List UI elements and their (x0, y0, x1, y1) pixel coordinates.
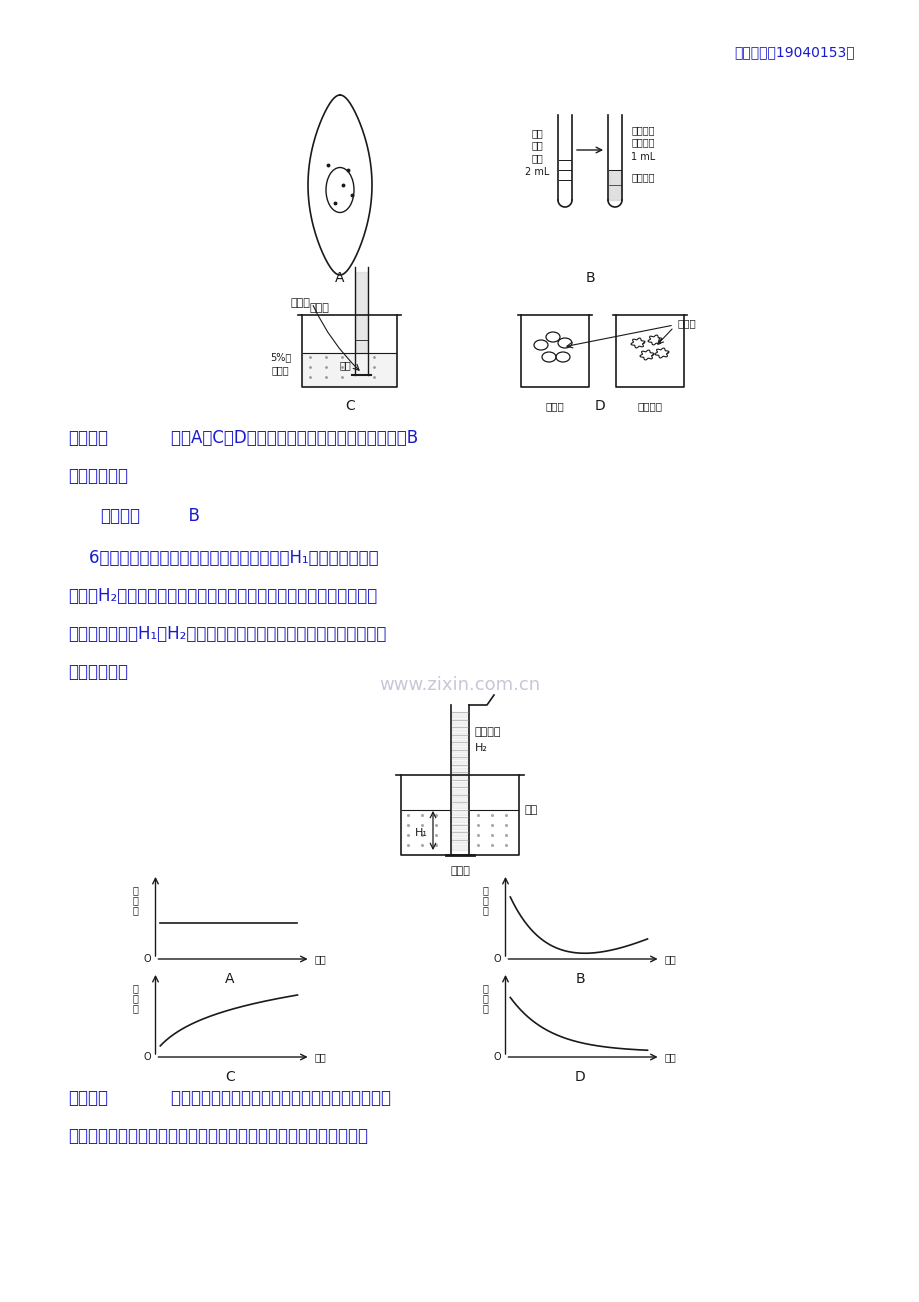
Text: O: O (494, 1052, 501, 1062)
Text: 由于蔗糖溶液的单位体积中水分子的数量要少于清: 由于蔗糖溶液的单位体积中水分子的数量要少于清 (150, 1088, 391, 1107)
Text: H₁: H₁ (414, 828, 427, 837)
Text: 差: 差 (132, 905, 138, 915)
Text: H₂: H₂ (474, 743, 487, 753)
Text: 红细胞: 红细胞 (677, 318, 696, 328)
Text: 差: 差 (132, 1003, 138, 1013)
Text: 呼现蓝色: 呼现蓝色 (630, 172, 654, 182)
Text: 半透膜: 半透膜 (310, 303, 330, 312)
Text: 头滴管吸出，则H₁、H₂液面间的高度差与吸出蔗糖溶液的次数间的关: 头滴管吸出，则H₁、H₂液面间的高度差与吸出蔗糖溶液的次数间的关 (68, 625, 386, 643)
Text: 差: 差 (482, 905, 488, 915)
Text: 选项A、C、D都是渗透吸水或失水的实例，而选项B: 选项A、C、D都是渗透吸水或失水的实例，而选项B (150, 428, 417, 447)
Text: 为显色反应。: 为显色反应。 (68, 467, 128, 486)
Text: 高: 高 (482, 983, 488, 993)
Text: O: O (494, 954, 501, 963)
Text: B: B (574, 973, 584, 986)
Text: 系是（　　）: 系是（ ） (68, 663, 128, 681)
Text: www.zixin.com.cn: www.zixin.com.cn (379, 676, 540, 694)
Text: 样液: 样液 (530, 154, 542, 163)
Text: C: C (345, 398, 355, 413)
Text: 清水中: 清水中 (545, 401, 563, 411)
Text: C: C (225, 1070, 234, 1085)
Text: 高度为H₂，若每次停止上升后都将玻璃管中高出烧杯液面的部分用胶: 高度为H₂，若每次停止上升后都将玻璃管中高出烧杯液面的部分用胶 (68, 587, 377, 605)
Text: 水中单位体积内水分子的数量，所以导致蔗糖溶液中的液面上升，当: 水中单位体积内水分子的数量，所以导致蔗糖溶液中的液面上升，当 (68, 1128, 368, 1144)
Text: 刚配制的: 刚配制的 (630, 125, 654, 135)
Text: 浓盐水中: 浓盐水中 (637, 401, 662, 411)
Text: 度: 度 (482, 993, 488, 1003)
Text: 次数: 次数 (664, 1052, 675, 1062)
Text: 组织: 组织 (530, 141, 542, 150)
Text: D: D (574, 1070, 584, 1085)
Text: 》导学号：19040153《: 》导学号：19040153《 (733, 46, 854, 59)
Text: A: A (225, 973, 234, 986)
Text: 斌林试剂: 斌林试剂 (630, 137, 654, 147)
Text: 》答案《: 》答案《 (100, 506, 140, 525)
Text: 次数: 次数 (664, 954, 675, 963)
Text: 5%蔗: 5%蔗 (269, 352, 290, 362)
Text: 半透膜: 半透膜 (289, 298, 310, 309)
Text: B: B (177, 506, 199, 525)
Text: D: D (594, 398, 605, 413)
Text: 度: 度 (132, 993, 138, 1003)
Text: 高: 高 (482, 885, 488, 894)
Text: O: O (143, 1052, 151, 1062)
Text: 次数: 次数 (314, 954, 326, 963)
Text: 高: 高 (132, 983, 138, 993)
Text: 蔗糖溶液: 蔗糖溶液 (474, 727, 501, 737)
Text: 高: 高 (132, 885, 138, 894)
Text: 度: 度 (132, 894, 138, 905)
Text: 糖溶液: 糖溶液 (271, 365, 289, 375)
Text: 6．如图中的渗透装置，开始时的液面高度为H₁，停止上升时的: 6．如图中的渗透装置，开始时的液面高度为H₁，停止上升时的 (68, 549, 379, 566)
Text: 差: 差 (482, 1003, 488, 1013)
Text: 半透膜: 半透膜 (449, 866, 470, 876)
Text: 次数: 次数 (314, 1052, 326, 1062)
Text: O: O (143, 954, 151, 963)
Text: A: A (335, 271, 345, 285)
Text: 清水: 清水 (525, 805, 538, 815)
Text: B: B (584, 271, 595, 285)
Text: 》解析《: 》解析《 (68, 1088, 108, 1107)
Text: 清水: 清水 (339, 359, 350, 370)
Text: 》解析《: 》解析《 (68, 428, 108, 447)
Text: 待测: 待测 (530, 128, 542, 138)
Text: 度: 度 (482, 894, 488, 905)
Text: 1 mL: 1 mL (630, 152, 654, 161)
Text: 2 mL: 2 mL (524, 167, 549, 177)
